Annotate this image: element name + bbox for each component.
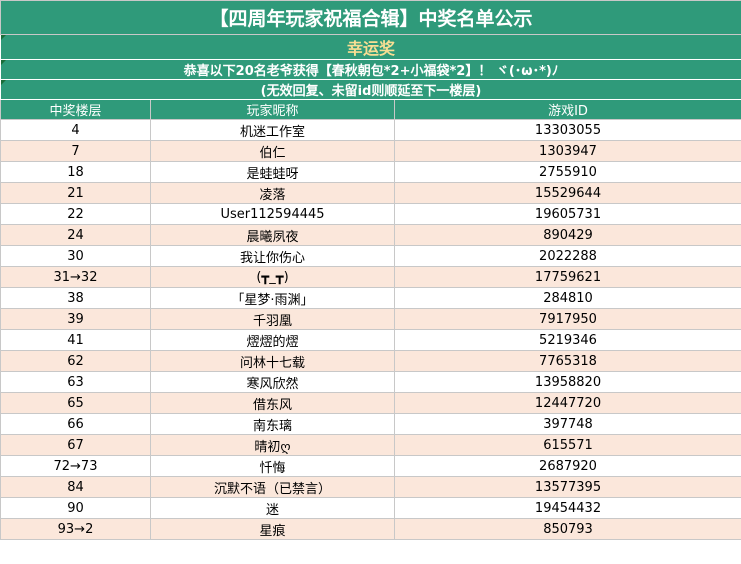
cell-floor: 39 (0, 308, 151, 330)
comment-marker-icon (1, 35, 6, 40)
table-row: 39 千羽凰 7917950 (0, 308, 741, 330)
cell-nickname: 凌落 (150, 182, 395, 204)
cell-nickname: 「星梦·雨渊」 (150, 287, 395, 309)
cell-game-id: 13577395 (393, 476, 741, 498)
cell-game-id: 13303055 (393, 119, 741, 141)
cell-game-id: 284810 (393, 287, 741, 309)
sheet-title: 【四周年玩家祝福合辑】中奖名单公示 (0, 0, 741, 35)
award-notice: 恭喜以下20名老爷获得【春秋朝包*2+小福袋*2】！ ヾ(･ω･*)ﾉ (0, 59, 741, 80)
cell-floor: 67 (0, 434, 151, 456)
cell-nickname: (┳_┳) (150, 266, 395, 288)
cell-game-id: 5219346 (393, 329, 741, 351)
cell-game-id: 2022288 (393, 245, 741, 267)
table-row: 63 寒风欣然 13958820 (0, 371, 741, 393)
table-row: 18 是蛙蛙呀 2755910 (0, 161, 741, 183)
cell-floor: 30 (0, 245, 151, 267)
table-row: 22 User112594445 19605731 (0, 203, 741, 225)
header-nickname: 玩家昵称 (150, 99, 395, 120)
award-notice-text: 恭喜以下20名老爷获得【春秋朝包*2+小福袋*2】！ ヾ(･ω･*)ﾉ (183, 64, 559, 79)
table-row: 84 沉默不语（已禁言） 13577395 (0, 476, 741, 498)
cell-floor: 4 (0, 119, 151, 141)
cell-nickname: 沉默不语（已禁言） (150, 476, 395, 498)
cell-floor: 65 (0, 392, 151, 414)
cell-floor: 18 (0, 161, 151, 183)
table-row: 93→2 星痕 850793 (0, 518, 741, 540)
cell-game-id: 7765318 (393, 350, 741, 372)
cell-game-id: 12447720 (393, 392, 741, 414)
rule-note-text: (无效回复、未留id则顺延至下一楼层) (260, 84, 482, 99)
cell-nickname: 忏悔 (150, 455, 395, 477)
table-row: 7 伯仁 1303947 (0, 140, 741, 162)
table-row: 66 南东璃 397748 (0, 413, 741, 435)
cell-nickname: 我让你伤心 (150, 245, 395, 267)
cell-nickname: 伯仁 (150, 140, 395, 162)
column-headers: 中奖楼层 玩家昵称 游戏ID (0, 99, 741, 120)
table-row: 90 迷 19454432 (0, 497, 741, 519)
cell-floor: 84 (0, 476, 151, 498)
table-row: 67 晴初ღ 615571 (0, 434, 741, 456)
cell-floor: 7 (0, 140, 151, 162)
cell-game-id: 615571 (393, 434, 741, 456)
cell-nickname: 借东风 (150, 392, 395, 414)
cell-nickname: 是蛙蛙呀 (150, 161, 395, 183)
cell-floor: 22 (0, 203, 151, 225)
cell-floor: 72→73 (0, 455, 151, 477)
cell-game-id: 890429 (393, 224, 741, 246)
table-row: 62 问林十七载 7765318 (0, 350, 741, 372)
table-row: 31→32 (┳_┳) 17759621 (0, 266, 741, 288)
cell-floor: 31→32 (0, 266, 151, 288)
cell-nickname: 迷 (150, 497, 395, 519)
winner-sheet: 【四周年玩家祝福合辑】中奖名单公示 幸运奖 恭喜以下20名老爷获得【春秋朝包*2… (0, 0, 741, 540)
cell-nickname: 南东璃 (150, 413, 395, 435)
cell-nickname: 熤熤的熤 (150, 329, 395, 351)
cell-floor: 21 (0, 182, 151, 204)
cell-nickname: 问林十七载 (150, 350, 395, 372)
table-row: 21 凌落 15529644 (0, 182, 741, 204)
header-floor: 中奖楼层 (0, 99, 151, 120)
cell-game-id: 1303947 (393, 140, 741, 162)
prize-label: 幸运奖 (347, 39, 396, 58)
cell-game-id: 850793 (393, 518, 741, 540)
cell-game-id: 19454432 (393, 497, 741, 519)
cell-nickname: 机迷工作室 (150, 119, 395, 141)
cell-floor: 38 (0, 287, 151, 309)
table-row: 41 熤熤的熤 5219346 (0, 329, 741, 351)
table-row: 24 晨曦夙夜 890429 (0, 224, 741, 246)
cell-nickname: 晴初ღ (150, 434, 395, 456)
table-row: 72→73 忏悔 2687920 (0, 455, 741, 477)
cell-game-id: 13958820 (393, 371, 741, 393)
prize-name: 幸运奖 (0, 34, 741, 60)
cell-floor: 24 (0, 224, 151, 246)
cell-floor: 90 (0, 497, 151, 519)
table-row: 30 我让你伤心 2022288 (0, 245, 741, 267)
cell-floor: 62 (0, 350, 151, 372)
cell-game-id: 17759621 (393, 266, 741, 288)
table-row: 38 「星梦·雨渊」 284810 (0, 287, 741, 309)
cell-game-id: 2755910 (393, 161, 741, 183)
header-game-id: 游戏ID (393, 99, 741, 120)
cell-nickname: 星痕 (150, 518, 395, 540)
cell-nickname: 晨曦夙夜 (150, 224, 395, 246)
cell-floor: 93→2 (0, 518, 151, 540)
table-row: 65 借东风 12447720 (0, 392, 741, 414)
cell-game-id: 397748 (393, 413, 741, 435)
cell-nickname: User112594445 (150, 203, 395, 225)
cell-game-id: 2687920 (393, 455, 741, 477)
cell-floor: 63 (0, 371, 151, 393)
cell-nickname: 千羽凰 (150, 308, 395, 330)
cell-game-id: 7917950 (393, 308, 741, 330)
cell-floor: 41 (0, 329, 151, 351)
cell-game-id: 19605731 (393, 203, 741, 225)
cell-floor: 66 (0, 413, 151, 435)
cell-game-id: 15529644 (393, 182, 741, 204)
comment-marker-icon (1, 80, 6, 85)
table-row: 4 机迷工作室 13303055 (0, 119, 741, 141)
comment-marker-icon (1, 60, 6, 65)
rule-note: (无效回复、未留id则顺延至下一楼层) (0, 79, 741, 100)
cell-nickname: 寒风欣然 (150, 371, 395, 393)
